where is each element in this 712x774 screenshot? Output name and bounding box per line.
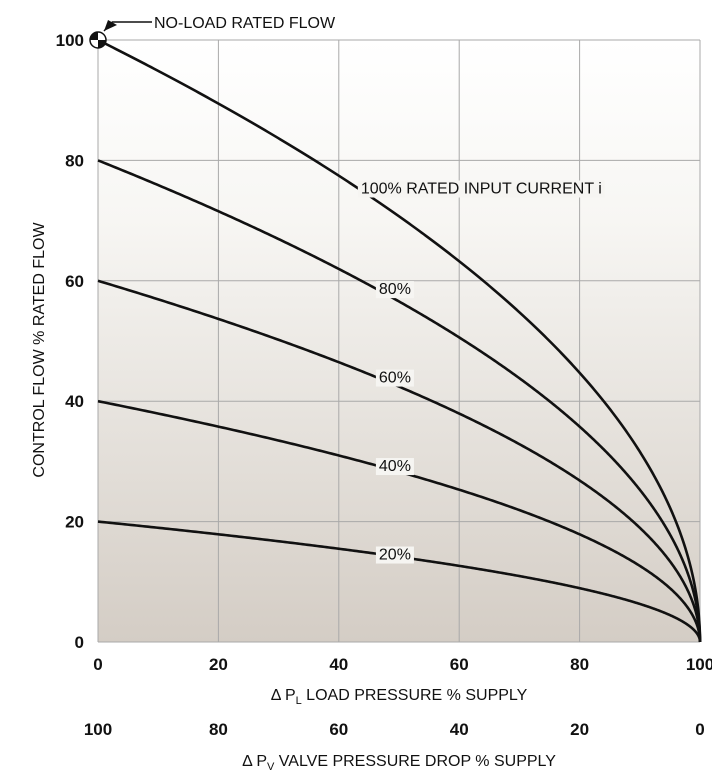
series-line <box>97 159 702 642</box>
x-tick-label: 60 <box>450 655 469 674</box>
annotation-arrow <box>103 20 152 32</box>
series-label-background <box>375 458 414 476</box>
series-line <box>97 399 702 642</box>
x2-tick-label: 100 <box>84 720 112 739</box>
annotation-label: NO-LOAD RATED FLOW <box>154 15 336 32</box>
y-tick-label: 20 <box>65 513 84 532</box>
y-tick-label: 0 <box>75 633 84 652</box>
series-label: 100% RATED INPUT CURRENT i <box>361 180 602 197</box>
series-line <box>97 279 702 642</box>
series-label: 60% <box>379 370 411 387</box>
series-label-background <box>375 281 414 299</box>
x-tick-label: 100 <box>686 655 712 674</box>
series-label-background <box>357 180 605 198</box>
curves <box>97 38 702 642</box>
series-line <box>97 38 702 642</box>
x-tick-label: 80 <box>570 655 589 674</box>
series-label: 20% <box>379 547 411 564</box>
y-axis-title: CONTROL FLOW % RATED FLOW <box>31 222 48 478</box>
x-axis-title: Δ PL LOAD PRESSURE % SUPPLY <box>271 687 528 707</box>
y-tick-label: 100 <box>56 31 84 50</box>
x-tick-label: 20 <box>209 655 228 674</box>
no-load-marker-icon <box>89 31 107 49</box>
series-label: 80% <box>379 281 411 298</box>
grid-lines <box>97 39 701 643</box>
x-tick-label: 0 <box>93 655 102 674</box>
x2-tick-label: 0 <box>695 720 704 739</box>
x2-tick-label: 20 <box>570 720 589 739</box>
series-label-background <box>375 369 414 387</box>
x2-axis-title: Δ PV VALVE PRESSURE DROP % SUPPLY <box>242 753 556 773</box>
series-label: 40% <box>379 458 411 475</box>
curve-labels: 100% RATED INPUT CURRENT i 80% 60% 40% 20% <box>357 180 605 564</box>
series-label-background <box>375 546 414 564</box>
x2-tick-label: 40 <box>450 720 469 739</box>
y-tick-label: 80 <box>65 151 84 170</box>
plot-background <box>98 40 700 642</box>
x-tick-label: 40 <box>329 655 348 674</box>
series-line <box>97 520 702 642</box>
x2-tick-label: 80 <box>209 720 228 739</box>
y-tick-label: 40 <box>65 392 84 411</box>
x2-tick-label: 60 <box>329 720 348 739</box>
y-tick-label: 60 <box>65 272 84 291</box>
